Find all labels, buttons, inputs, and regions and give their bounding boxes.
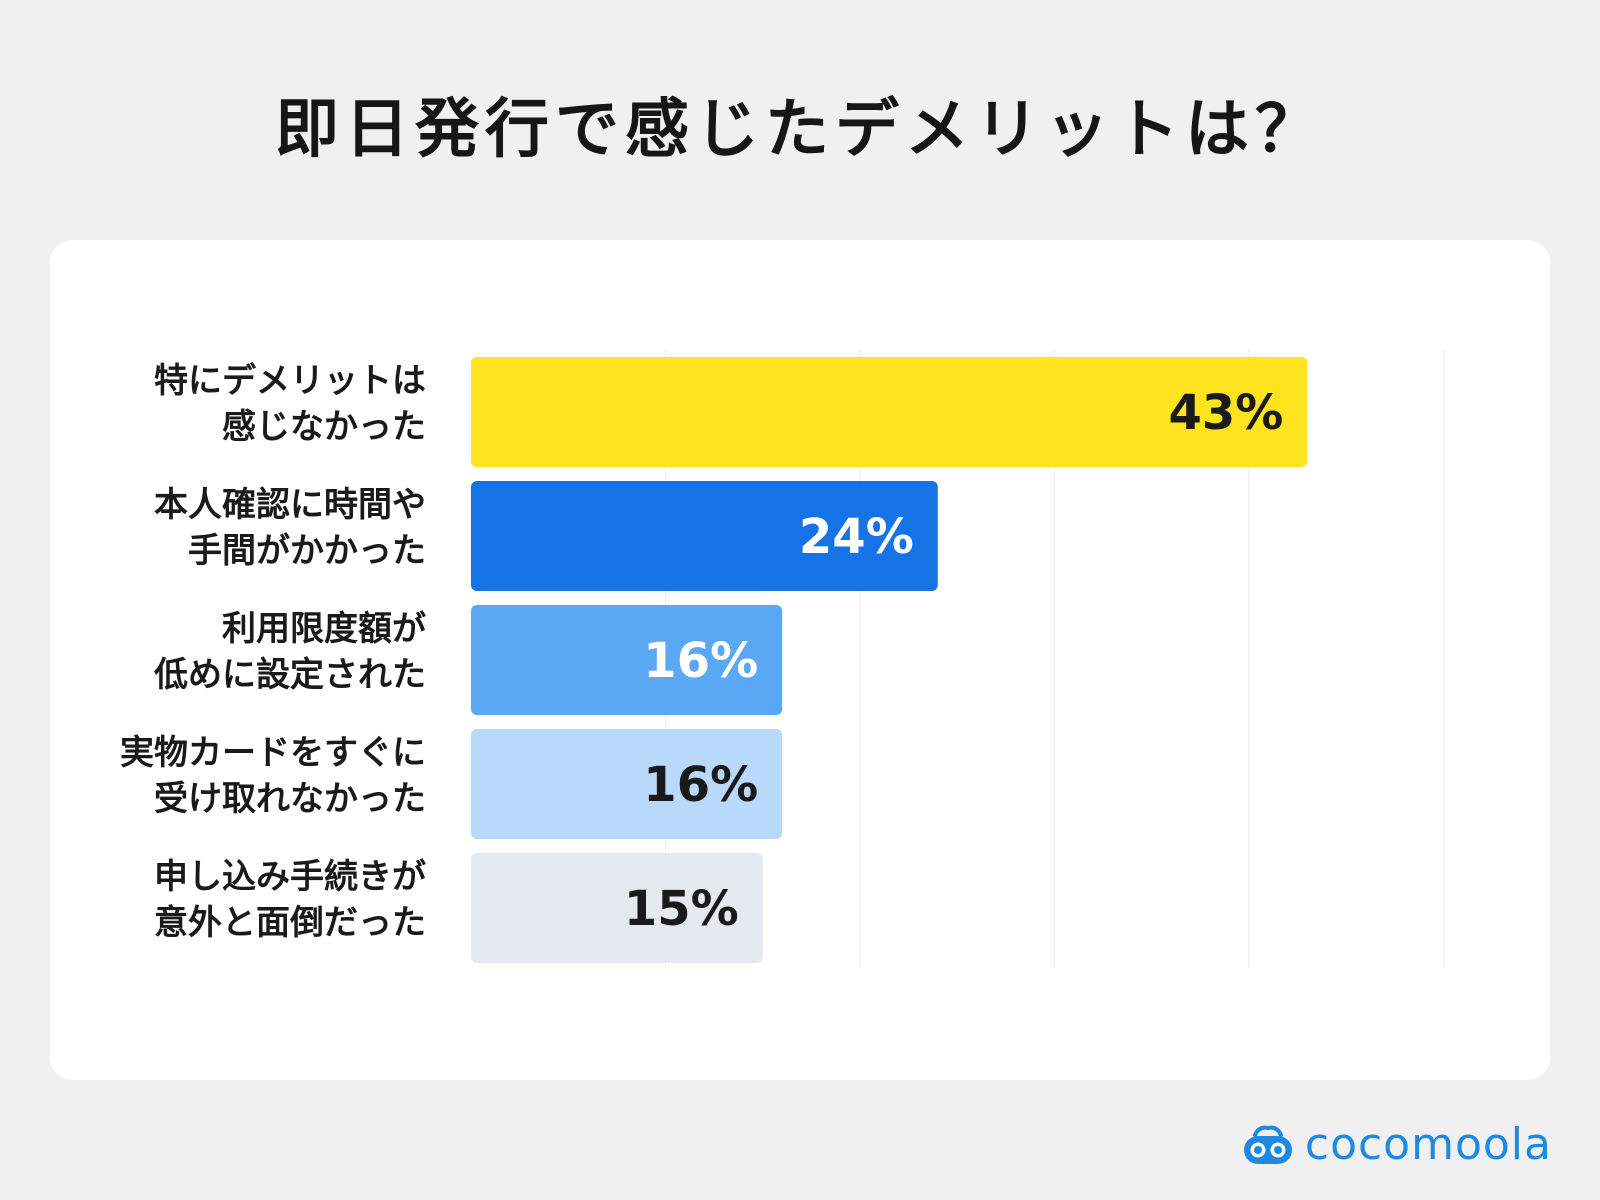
category-label: 利用限度額が低めに設定された [154, 609, 426, 695]
bar [471, 481, 938, 591]
logo-text: cocomoola [1304, 1119, 1552, 1170]
bar [471, 357, 1308, 467]
bar-value-label: 16% [643, 633, 758, 689]
bar [471, 853, 763, 963]
chart-title: 即日発行で感じたデメリットは？ [275, 93, 1325, 167]
category-label-line: 利用限度額が [222, 609, 426, 649]
bar-value-label: 43% [1168, 385, 1283, 441]
category-label-line: 手間がかかった [188, 531, 426, 571]
category-label: 特にデメリットは感じなかった [154, 361, 426, 447]
category-label-line: 意外と面倒だった [154, 903, 426, 943]
category-label-line: 申し込み手続きが [154, 857, 426, 897]
bar [471, 605, 783, 715]
brand-logo: cocomoola [1241, 1120, 1552, 1170]
category-label: 実物カードをすぐに受け取れなかった [120, 733, 426, 819]
category-label-line: 感じなかった [222, 407, 426, 447]
category-label: 申し込み手続きが意外と面倒だった [154, 857, 426, 943]
chart-card: 43% 特にデメリットは感じなかった 24% 本人確認に時間や手間がかかった 16% 利用… [50, 240, 1550, 1080]
logo-icon [1243, 1125, 1292, 1164]
bar-value-label: 15% [624, 881, 739, 937]
category-label-line: 低めに設定された [154, 655, 426, 695]
category-label-line: 本人確認に時間や [154, 485, 426, 525]
category-label-line: 実物カードをすぐに [120, 733, 426, 773]
category-label-line: 特にデメリットは [154, 361, 426, 401]
category-label-line: 受け取れなかった [154, 779, 426, 819]
bar-chart: 43% 特にデメリットは感じなかった 24% 本人確認に時間や手間がかかった 16% 利用… [120, 350, 1445, 968]
category-label: 本人確認に時間や手間がかかった [154, 485, 426, 571]
bar-value-label: 16% [643, 757, 758, 813]
bar-value-label: 24% [799, 509, 914, 565]
bar [471, 729, 783, 839]
